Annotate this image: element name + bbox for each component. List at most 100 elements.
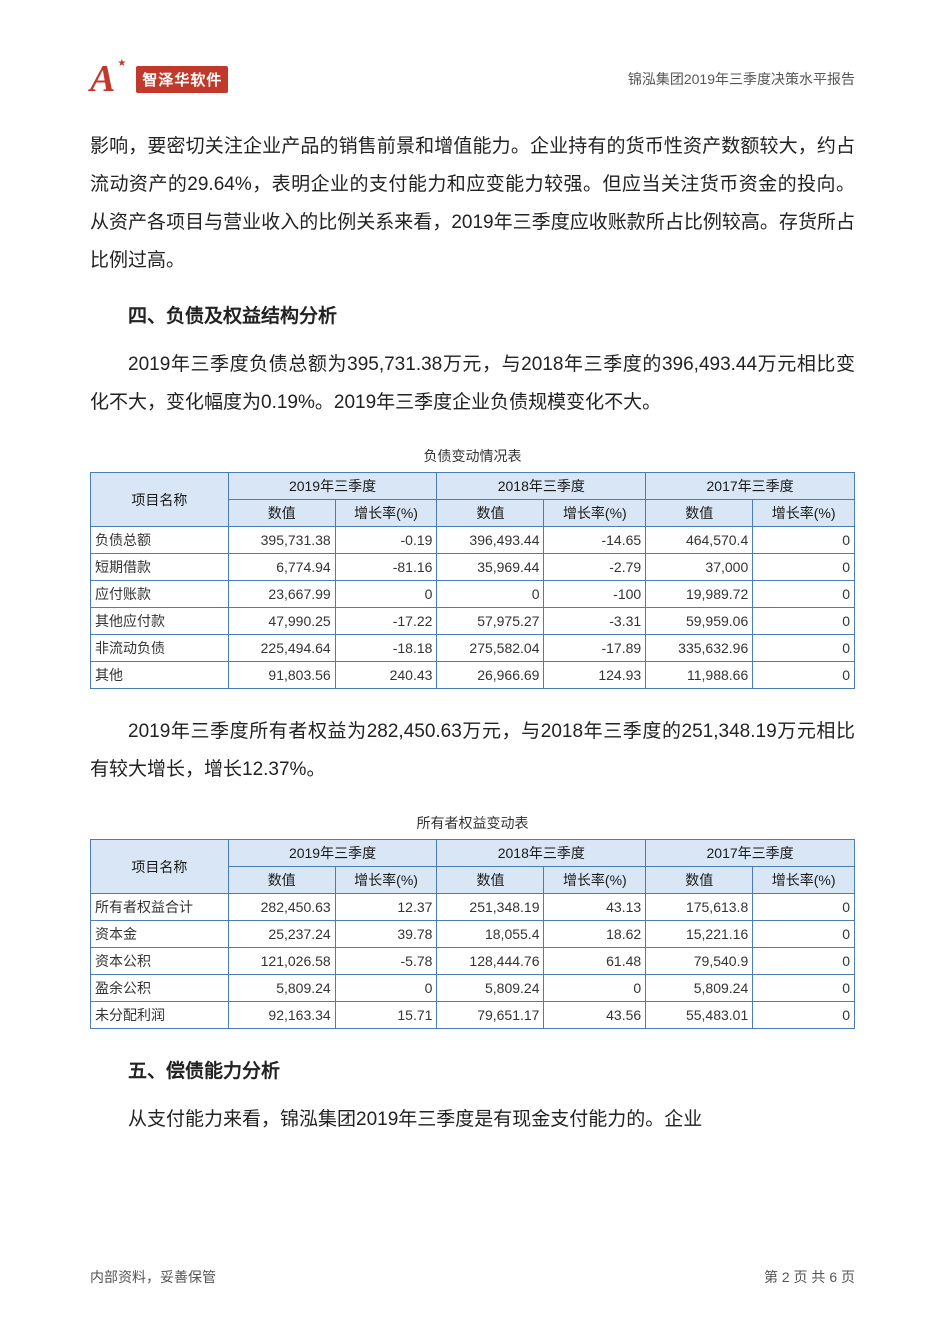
row-v3: 335,632.96 (646, 635, 753, 662)
row-r1: -0.19 (335, 527, 437, 554)
row-v2: 79,651.17 (437, 1002, 544, 1029)
row-r3: 0 (753, 581, 855, 608)
row-r1: -18.18 (335, 635, 437, 662)
logo-star-icon: ★ (117, 58, 126, 69)
row-r1: -5.78 (335, 948, 437, 975)
row-r2: 61.48 (544, 948, 646, 975)
footer-left: 内部资料，妥善保管 (90, 1267, 216, 1287)
row-name: 负债总额 (91, 527, 229, 554)
row-v2: 275,582.04 (437, 635, 544, 662)
paragraph-4: 从支付能力来看，锦泓集团2019年三季度是有现金支付能力的。企业 (90, 1101, 855, 1139)
row-name: 资本公积 (91, 948, 229, 975)
row-r1: 240.43 (335, 662, 437, 689)
row-v1: 282,450.63 (228, 894, 335, 921)
table-row: 其他应付款47,990.25-17.2257,975.27-3.3159,959… (91, 608, 855, 635)
table-row: 负债总额395,731.38-0.19396,493.44-14.65464,5… (91, 527, 855, 554)
row-r1: 0 (335, 975, 437, 1002)
page-footer: 内部资料，妥善保管 第 2 页 共 6 页 (90, 1267, 855, 1287)
row-r2: -17.89 (544, 635, 646, 662)
col-rate: 增长率(%) (335, 500, 437, 527)
row-v2: 26,966.69 (437, 662, 544, 689)
row-r3: 0 (753, 554, 855, 581)
table1-caption: 负债变动情况表 (90, 446, 855, 466)
row-name: 其他应付款 (91, 608, 229, 635)
col-item: 项目名称 (91, 840, 229, 894)
row-v1: 121,026.58 (228, 948, 335, 975)
col-val: 数值 (646, 867, 753, 894)
row-v1: 25,237.24 (228, 921, 335, 948)
row-name: 所有者权益合计 (91, 894, 229, 921)
row-r2: -100 (544, 581, 646, 608)
row-v1: 91,803.56 (228, 662, 335, 689)
row-v1: 47,990.25 (228, 608, 335, 635)
row-r1: 0 (335, 581, 437, 608)
row-r1: 12.37 (335, 894, 437, 921)
row-r3: 0 (753, 894, 855, 921)
col-period-1: 2018年三季度 (437, 840, 646, 867)
table-row: 应付账款23,667.9900-10019,989.720 (91, 581, 855, 608)
table-row: 资本金25,237.2439.7818,055.418.6215,221.160 (91, 921, 855, 948)
col-rate: 增长率(%) (753, 867, 855, 894)
row-name: 短期借款 (91, 554, 229, 581)
table-row: 盈余公积5,809.2405,809.2405,809.240 (91, 975, 855, 1002)
paragraph-2: 2019年三季度负债总额为395,731.38万元，与2018年三季度的396,… (90, 346, 855, 422)
col-val: 数值 (228, 500, 335, 527)
row-v3: 15,221.16 (646, 921, 753, 948)
doc-title: 锦泓集团2019年三季度决策水平报告 (628, 69, 855, 89)
col-val: 数值 (646, 500, 753, 527)
col-rate: 增长率(%) (335, 867, 437, 894)
paragraph-3: 2019年三季度所有者权益为282,450.63万元，与2018年三季度的251… (90, 713, 855, 789)
row-name: 应付账款 (91, 581, 229, 608)
row-r3: 0 (753, 608, 855, 635)
col-item: 项目名称 (91, 473, 229, 527)
row-r2: -14.65 (544, 527, 646, 554)
row-name: 盈余公积 (91, 975, 229, 1002)
footer-right: 第 2 页 共 6 页 (764, 1267, 855, 1287)
row-r1: 15.71 (335, 1002, 437, 1029)
row-name: 资本金 (91, 921, 229, 948)
row-v2: 35,969.44 (437, 554, 544, 581)
row-r2: 43.56 (544, 1002, 646, 1029)
liabilities-table: 项目名称 2019年三季度 2018年三季度 2017年三季度 数值 增长率(%… (90, 472, 855, 689)
row-v3: 55,483.01 (646, 1002, 753, 1029)
row-r2: -2.79 (544, 554, 646, 581)
col-period-1: 2018年三季度 (437, 473, 646, 500)
table2-caption: 所有者权益变动表 (90, 813, 855, 833)
row-r2: -3.31 (544, 608, 646, 635)
row-v2: 57,975.27 (437, 608, 544, 635)
row-name: 其他 (91, 662, 229, 689)
col-period-0: 2019年三季度 (228, 473, 437, 500)
row-v1: 23,667.99 (228, 581, 335, 608)
row-v1: 92,163.34 (228, 1002, 335, 1029)
row-v3: 59,959.06 (646, 608, 753, 635)
row-v1: 6,774.94 (228, 554, 335, 581)
row-name: 非流动负债 (91, 635, 229, 662)
row-v3: 464,570.4 (646, 527, 753, 554)
row-r3: 0 (753, 975, 855, 1002)
table-row: 其他91,803.56240.4326,966.69124.9311,988.6… (91, 662, 855, 689)
row-r1: -81.16 (335, 554, 437, 581)
table-row: 所有者权益合计282,450.6312.37251,348.1943.13175… (91, 894, 855, 921)
col-val: 数值 (437, 867, 544, 894)
col-rate: 增长率(%) (544, 500, 646, 527)
row-v2: 251,348.19 (437, 894, 544, 921)
row-r2: 0 (544, 975, 646, 1002)
row-v3: 175,613.8 (646, 894, 753, 921)
paragraph-1: 影响，要密切关注企业产品的销售前景和增值能力。企业持有的货币性资产数额较大，约占… (90, 128, 855, 280)
row-r3: 0 (753, 662, 855, 689)
col-rate: 增长率(%) (753, 500, 855, 527)
row-r2: 124.93 (544, 662, 646, 689)
row-v1: 5,809.24 (228, 975, 335, 1002)
row-v3: 19,989.72 (646, 581, 753, 608)
row-v3: 11,988.66 (646, 662, 753, 689)
col-period-2: 2017年三季度 (646, 473, 855, 500)
row-v2: 18,055.4 (437, 921, 544, 948)
col-rate: 增长率(%) (544, 867, 646, 894)
col-val: 数值 (228, 867, 335, 894)
col-period-0: 2019年三季度 (228, 840, 437, 867)
row-v1: 395,731.38 (228, 527, 335, 554)
row-r2: 43.13 (544, 894, 646, 921)
table-row: 非流动负债225,494.64-18.18275,582.04-17.89335… (91, 635, 855, 662)
section-5-heading: 五、偿债能力分析 (90, 1053, 855, 1091)
row-v2: 128,444.76 (437, 948, 544, 975)
